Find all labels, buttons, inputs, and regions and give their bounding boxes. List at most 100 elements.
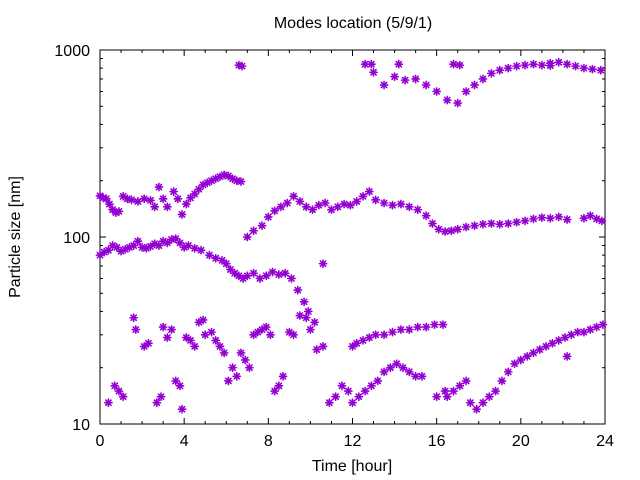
data-point [173, 194, 183, 204]
data-point [449, 59, 458, 69]
data-point [318, 259, 328, 269]
data-point [411, 74, 421, 84]
data-point [554, 335, 564, 345]
data-point [491, 386, 500, 396]
data-point [127, 195, 136, 205]
data-point [390, 72, 399, 82]
data-point [440, 386, 450, 396]
data-point [280, 268, 290, 278]
data-point [198, 315, 208, 325]
data-point [240, 355, 250, 365]
x-tick-label: 24 [596, 433, 614, 450]
data-point [196, 245, 206, 255]
x-tick-label: 20 [512, 433, 530, 450]
data-point [237, 61, 247, 71]
data-point [537, 213, 547, 222]
data-point [470, 80, 479, 90]
data-point [560, 333, 570, 342]
data-point [154, 182, 164, 192]
data-point [249, 268, 259, 278]
data-point [421, 322, 431, 332]
data-point [270, 206, 280, 216]
data-point [417, 371, 427, 381]
data-point [152, 398, 162, 408]
data-point [404, 367, 414, 377]
data-point [537, 60, 547, 70]
data-point [118, 392, 128, 402]
data-point [156, 392, 166, 402]
data-point [175, 238, 185, 248]
data-point [432, 87, 442, 96]
data-point [244, 363, 254, 373]
data-point [438, 320, 448, 330]
data-point [348, 398, 357, 408]
data-point [211, 335, 221, 345]
data-point [249, 226, 259, 236]
data-point [455, 381, 465, 391]
x-tick-label: 12 [344, 433, 362, 450]
data-point [343, 386, 353, 396]
data-point [566, 330, 576, 340]
y-tick-label: 10 [72, 417, 90, 434]
data-point [211, 253, 221, 263]
data-point [339, 199, 349, 209]
y-axis-title: Particle size [nm] [7, 176, 24, 298]
data-point [177, 210, 187, 219]
y-tick-label: 100 [63, 230, 90, 247]
data-point [367, 381, 376, 391]
data-point [430, 320, 439, 330]
data-point [562, 215, 572, 224]
data-point [545, 61, 555, 71]
data-point [579, 327, 589, 337]
data-point [308, 205, 317, 215]
data-point [293, 285, 303, 295]
data-point [289, 330, 298, 340]
data-point [200, 330, 210, 340]
data-point [114, 386, 124, 396]
data-point [512, 61, 522, 71]
data-point [579, 213, 589, 223]
data-point [579, 63, 589, 73]
data-point [503, 63, 513, 73]
data-point [110, 381, 120, 391]
data-point [522, 351, 532, 361]
data-point [428, 219, 437, 228]
data-point [221, 259, 231, 269]
data-point [129, 241, 139, 250]
data-point [529, 59, 538, 69]
data-point [282, 198, 292, 208]
data-point [392, 359, 402, 369]
data-point [190, 243, 200, 253]
data-points [95, 57, 608, 414]
data-point [442, 95, 452, 105]
data-point [360, 386, 370, 396]
data-point [379, 367, 389, 377]
data-point [354, 392, 364, 402]
data-point [596, 65, 606, 75]
data-point [261, 322, 271, 332]
data-point [327, 205, 336, 215]
data-point [312, 345, 322, 354]
data-point [278, 371, 288, 381]
data-point [529, 214, 538, 224]
data-point [478, 219, 488, 229]
data-point [520, 60, 530, 70]
x-tick-label: 8 [264, 433, 273, 450]
data-point [310, 317, 320, 327]
data-point [295, 311, 305, 320]
data-point [446, 226, 456, 236]
data-point [592, 322, 601, 332]
data-point [371, 195, 381, 205]
data-point [421, 211, 431, 221]
data-point [105, 199, 114, 209]
data-point [205, 250, 214, 260]
data-point [274, 270, 284, 279]
data-point [331, 392, 341, 402]
data-point [404, 202, 414, 212]
data-point [535, 345, 545, 354]
data-point [486, 68, 496, 78]
data-point [503, 367, 513, 377]
data-point [190, 341, 200, 351]
data-point [369, 67, 378, 77]
